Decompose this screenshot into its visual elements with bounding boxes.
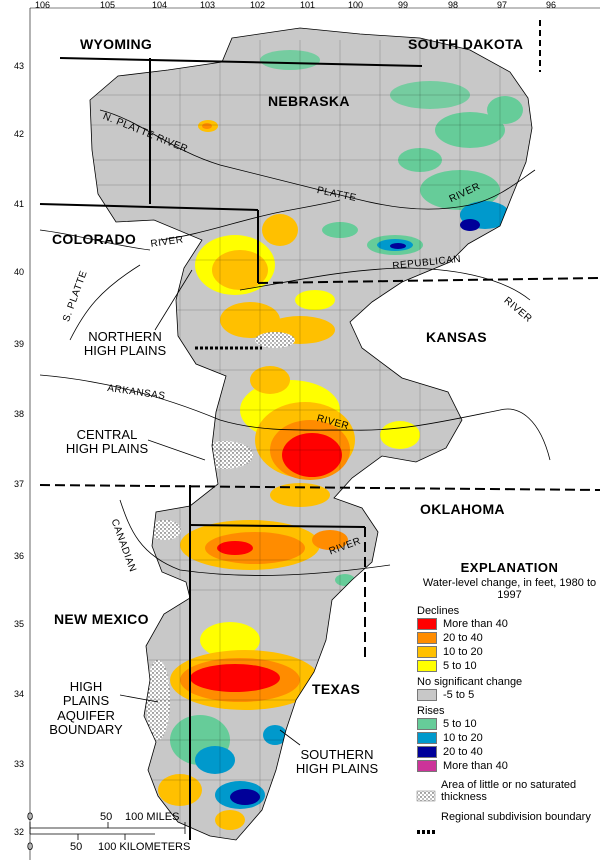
legend-subtitle: Water-level change, in feet, 1980 to 199… [422,577,597,602]
legend-swatch [417,732,437,745]
state-label-nebraska: NEBRASKA [268,93,350,109]
legend-swatch [417,660,437,673]
legend-item-rises-3: More than 40 [417,759,602,773]
lon-label: 101 [300,0,316,10]
lon-label: 102 [250,0,266,10]
legend-swatch [417,632,437,645]
region-label-southern: SOUTHERN HIGH PLAINS [295,747,379,777]
legend-item-declines-1: 20 to 40 [417,631,602,645]
lon-label: 99 [398,0,409,10]
lat-label: 40 [14,267,25,277]
lat-label: 37 [14,479,25,489]
lat-label: 34 [14,689,25,699]
legend-swatch [417,689,437,702]
legend-swatch [417,746,437,759]
scale-km-50: 50 [70,841,83,853]
legend-item-declines-3: 5 to 10 [417,659,602,673]
lon-label: 100 [348,0,364,10]
lat-label: 32 [14,827,25,837]
legend-declines-heading: Declines [417,605,460,618]
map-legend: EXPLANATION Water-level change, in feet,… [417,560,602,823]
lon-label: 103 [200,0,216,10]
legend-swatch [417,646,437,659]
lat-label: 33 [14,759,25,769]
legend-title: EXPLANATION [460,560,559,575]
lat-label: 42 [14,129,25,139]
lon-label: 104 [152,0,168,10]
legend-item-declines-0: More than 40 [417,617,602,631]
state-label-colorado: COLORADO [52,231,137,247]
legend-item-rises-2: 20 to 40 [417,745,602,759]
scale-miles-0: 0 [27,811,34,823]
region-label-northern: NORTHERN HIGH PLAINS [83,329,167,359]
rivers [39,109,551,576]
legend-swatch [417,760,437,773]
legend-item-nochange: -5 to 5 [417,688,602,702]
lat-label: 43 [14,61,25,71]
scale-miles-50: 50 [100,811,113,823]
lat-label: 41 [14,199,25,209]
lat-label: 36 [14,551,25,561]
legend-item-subdivision: Regional subdivision boundary [441,811,591,824]
state-label-wyoming: WYOMING [80,36,153,52]
legend-rises-heading: Rises [417,705,445,718]
region-label-boundary: HIGH PLAINS AQUIFER BOUNDARY [49,679,123,737]
lon-label: 105 [100,0,116,10]
lon-label: 98 [448,0,459,10]
state-label-kansas: KANSAS [426,329,487,345]
state-boundaries [39,20,601,840]
scale-km-0: 0 [27,841,34,853]
lat-label: 39 [14,339,25,349]
legend-nochange-heading: No significant change [417,676,523,689]
lon-label: 97 [497,0,508,10]
scale-miles-100: 100 MILES [125,811,180,823]
lon-label: 96 [546,0,557,10]
state-label-south-dakota: SOUTH DAKOTA [408,36,524,52]
lat-label: 38 [14,409,25,419]
legend-swatch [417,718,437,731]
legend-item-rises-0: 5 to 10 [417,717,602,731]
state-label-texas: TEXAS [312,681,361,697]
legend-item-declines-2: 10 to 20 [417,645,602,659]
state-label-new-mexico: NEW MEXICO [54,611,149,627]
scale-km-100: 100 KILOMETERS [98,841,191,853]
scale-bars [29,822,186,840]
state-label-oklahoma: OKLAHOMA [420,501,505,517]
legend-item-little-saturated: Area of little or no saturated thickness [441,779,577,804]
lon-label: 106 [35,0,51,10]
region-label-central: CENTRAL HIGH PLAINS [65,427,149,457]
lat-label: 35 [14,619,25,629]
legend-item-rises-1: 10 to 20 [417,731,602,745]
legend-swatch [417,618,437,631]
